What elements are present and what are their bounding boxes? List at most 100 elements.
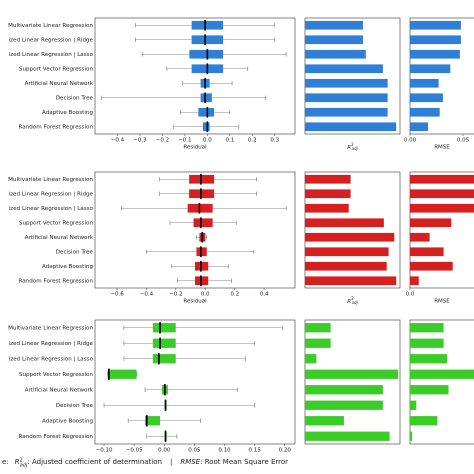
x-tick-label: −0.4 [111, 138, 125, 144]
x-tick-label: −0.4 [140, 292, 154, 298]
category-label: Adaptive Boosting [42, 264, 93, 270]
rmse: RMSE [180, 458, 200, 466]
axis-label: R2 adj [347, 296, 358, 305]
x-tick-label: 0.00 [404, 138, 417, 144]
bar [305, 93, 388, 103]
axis-label: Residual [183, 145, 207, 151]
box [200, 93, 212, 103]
axis-label: Residual [183, 299, 207, 305]
bar [305, 261, 387, 271]
category-label: Support Vector Regression [19, 220, 94, 226]
panel-frame [409, 171, 474, 289]
category-label: Support Vector Regression [19, 372, 94, 378]
box [145, 416, 161, 426]
r: R [15, 458, 20, 466]
category-label: Adaptive Boosting [42, 110, 93, 116]
x-tick-label: 0.0 [201, 292, 210, 298]
bar [305, 35, 363, 45]
bar [305, 247, 389, 257]
bar [410, 400, 417, 410]
bar [410, 416, 438, 426]
footer: e: R2 adj: Adjusted coefficient of determi… [2, 457, 288, 468]
x-tick-label: 0.00 [158, 448, 171, 454]
bar [305, 218, 384, 228]
bar [305, 64, 383, 74]
x-tick-label: 0.05 [457, 138, 470, 144]
axis-label: RMSE [434, 299, 450, 305]
bar [305, 385, 383, 395]
box [189, 49, 224, 59]
r2-desc: : Adjusted coefficient of determination [27, 458, 162, 466]
category-label: Multivariate Linear Regression [8, 177, 93, 183]
bar [410, 189, 474, 199]
x-tick-label: 0.0 [406, 292, 415, 298]
bar [305, 203, 349, 213]
sub: adj [352, 146, 359, 151]
bar [305, 122, 397, 132]
category-label: ized Linear Regression | Lasso [9, 356, 94, 362]
x-tick-label: 0.05 [188, 448, 201, 454]
box [152, 354, 176, 364]
bar [305, 232, 395, 242]
x-tick-label: 0.2 [230, 292, 239, 298]
category-label: Random Forest Regression [19, 278, 94, 284]
bar [410, 276, 419, 286]
box [198, 107, 215, 117]
x-tick-label: −0.2 [156, 138, 169, 144]
sub: adj [352, 300, 359, 305]
x-tick-label: −0.05 [126, 448, 143, 454]
bar [305, 107, 388, 117]
bar [410, 203, 474, 213]
bar [410, 20, 461, 30]
bar [305, 400, 383, 410]
x-tick-label: 0.20 [279, 448, 292, 454]
x-tick-label: 0.1 [225, 138, 234, 144]
box [191, 35, 224, 45]
bar [305, 276, 397, 286]
bar [305, 338, 331, 348]
category-label: Random Forest Regression [19, 124, 94, 130]
x-tick-label: −0.3 [133, 138, 147, 144]
bar [305, 20, 363, 30]
bar [410, 338, 444, 348]
bar [410, 261, 453, 271]
bar [305, 49, 366, 59]
panel-frame [304, 319, 401, 445]
x-tick-label: −0.1 [178, 138, 191, 144]
category-label: ized Linear Regression | Ridge [9, 341, 94, 347]
bar [410, 369, 474, 379]
sep: | [170, 458, 172, 466]
category-label: Decision Tree [56, 249, 94, 255]
x-tick-label: −0.10 [96, 448, 113, 454]
bar [410, 93, 443, 103]
category-label: Decision Tree [56, 403, 94, 409]
bar [410, 218, 452, 228]
bar [410, 431, 413, 441]
panel-frame [409, 319, 474, 445]
bar [410, 122, 429, 132]
box [191, 20, 224, 30]
bar [305, 354, 317, 364]
footer-prefix: e: [2, 458, 9, 466]
category-label: Multivariate Linear Regression [8, 23, 93, 29]
box [152, 323, 176, 333]
rmse-desc: : Root Mean Square Error [200, 458, 288, 466]
bar [410, 385, 449, 395]
bar [410, 64, 451, 74]
axis-label: RMSE [434, 145, 450, 151]
box [193, 218, 213, 228]
bar [305, 78, 388, 88]
category-label: Multivariate Linear Regression [8, 325, 93, 331]
category-label: ized Linear Regression | Ridge [9, 37, 94, 43]
bar [410, 49, 460, 59]
r: R [347, 145, 351, 151]
sub: adj [20, 462, 28, 468]
sup: 2 [351, 296, 354, 301]
category-label: Artificial Neural Network [25, 235, 94, 241]
bar [305, 369, 399, 379]
bar [305, 323, 331, 333]
x-tick-label: 0.3 [270, 138, 279, 144]
bar [410, 247, 444, 257]
category-label: ized Linear Regression | Ridge [9, 191, 94, 197]
bar [305, 189, 351, 199]
